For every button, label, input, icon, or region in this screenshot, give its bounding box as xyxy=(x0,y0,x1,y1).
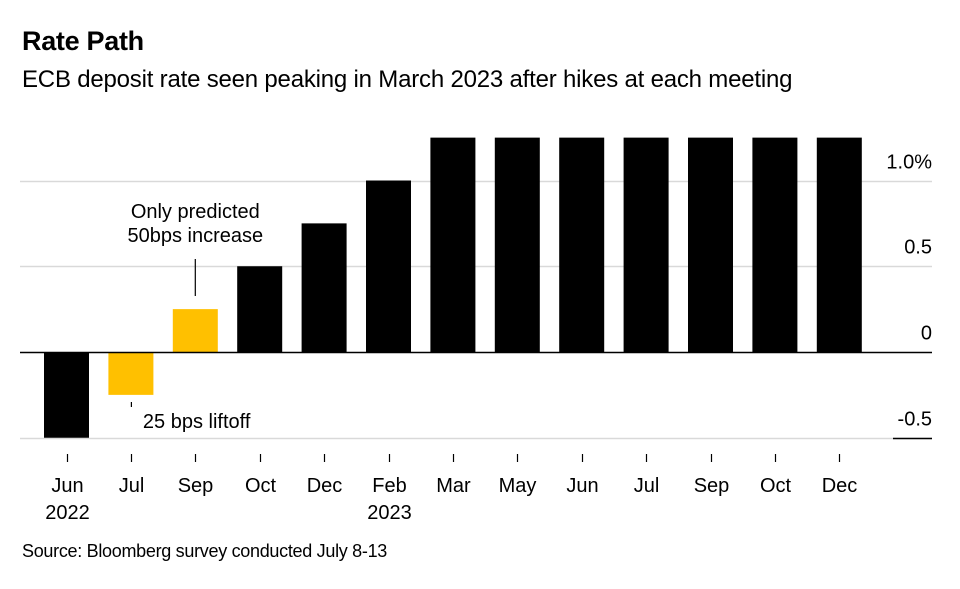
x-tick-label: Oct xyxy=(245,475,277,497)
y-tick-label: 0.5 xyxy=(904,237,932,259)
x-tick-label: Jul xyxy=(634,475,660,497)
x-tick-label: May xyxy=(499,475,537,497)
bar-oct-11 xyxy=(752,137,798,352)
bar-sep-2 xyxy=(172,309,218,352)
bar-may-7 xyxy=(494,137,540,352)
source-note: Source: Bloomberg survey conducted July … xyxy=(22,541,388,561)
annotation-text: 25 bps liftoff xyxy=(143,411,251,433)
axes: 1.0% 0.5 0 -0.5 Jun 2022 Jul Sep Oct Dec Feb 2023 Ma… xyxy=(20,152,932,524)
bar-mar-6 xyxy=(430,137,476,352)
chart-title: Rate Path xyxy=(22,26,144,56)
x-tick-label: Feb xyxy=(372,475,406,497)
bar-dec-12 xyxy=(816,137,862,352)
x-tick-label: Mar xyxy=(436,475,471,497)
annotation-text: Only predicted xyxy=(131,201,260,223)
bar-jul-1 xyxy=(108,352,154,395)
bar-jul-9 xyxy=(623,137,669,352)
y-tick-label: 0 xyxy=(921,323,932,345)
y-tick-label: -0.5 xyxy=(898,409,932,431)
annotation-text: 50bps increase xyxy=(127,225,263,247)
x-tick-label: Sep xyxy=(178,475,214,497)
bar-feb-5 xyxy=(366,180,411,352)
bar-jun-0 xyxy=(44,352,89,438)
bar-jun-8 xyxy=(559,137,605,352)
x-tick-label: Dec xyxy=(822,475,858,497)
x-tick-year-label: 2023 xyxy=(367,502,412,524)
x-tick-label: Dec xyxy=(307,475,343,497)
bar-oct-3 xyxy=(237,266,283,352)
chart-subtitle: ECB deposit rate seen peaking in March 2… xyxy=(22,66,793,93)
x-tick-label: Sep xyxy=(694,475,730,497)
bar-dec-4 xyxy=(301,223,347,352)
x-tick-label: Jun xyxy=(51,475,83,497)
x-tick-label: Oct xyxy=(760,475,792,497)
x-tick-label: Jun xyxy=(566,475,598,497)
x-tick-year-label: 2022 xyxy=(45,502,90,524)
x-tick-label: Jul xyxy=(119,475,145,497)
bars xyxy=(44,137,862,438)
y-tick-label: 1.0% xyxy=(886,152,932,174)
bar-sep-10 xyxy=(688,137,733,352)
